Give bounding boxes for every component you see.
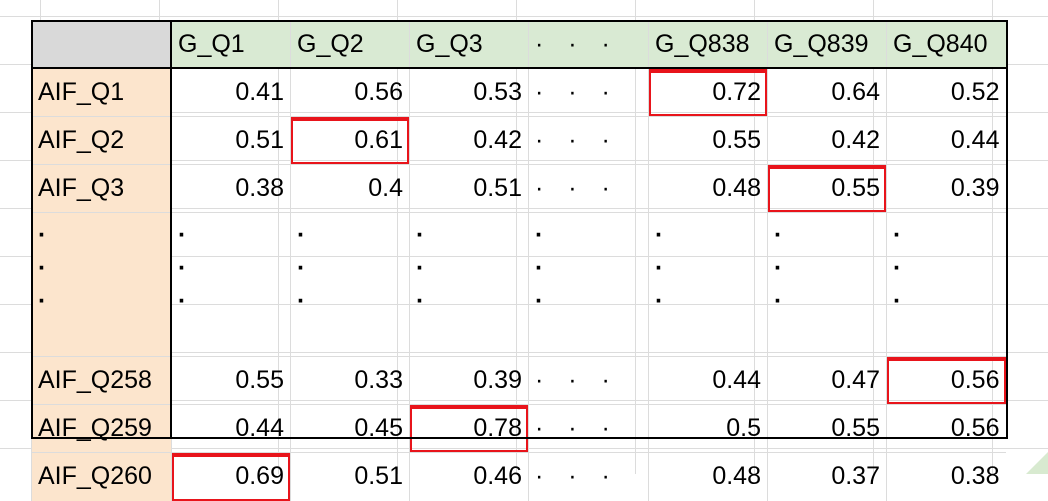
cell-value[interactable]: 0.56: [290, 68, 410, 117]
vertical-ellipsis: · · ·: [648, 212, 768, 357]
ellipsis-cell[interactable]: · · ·: [528, 164, 649, 213]
vertical-ellipsis: · · ·: [290, 212, 410, 357]
ellipsis-cell[interactable]: · · ·: [528, 356, 649, 405]
cell-value[interactable]: 0.37: [767, 452, 887, 501]
column-header-ellipsis[interactable]: · · ·: [528, 20, 649, 69]
highlighted-cell[interactable]: 0.69: [171, 452, 291, 501]
cell-value[interactable]: 0.39: [886, 164, 1006, 213]
cell-value[interactable]: 0.51: [290, 452, 410, 501]
header-divider: [31, 67, 1008, 69]
vertical-ellipsis: · · ·: [409, 212, 529, 357]
column-header-g-q839[interactable]: G_Q839: [767, 20, 887, 69]
ellipsis-row: · · · · · · · · · · · · · · · · · · · · · · · ·: [31, 212, 1006, 357]
cell-value[interactable]: 0.39: [409, 356, 529, 405]
vertical-ellipsis: · · ·: [767, 212, 887, 357]
row-label-divider: [170, 20, 172, 439]
cell-value[interactable]: 0.42: [767, 116, 887, 165]
cell-value[interactable]: 0.55: [171, 356, 291, 405]
cell-value[interactable]: 0.45: [290, 404, 410, 453]
cell-value[interactable]: 0.46: [409, 452, 529, 501]
ellipsis-cell[interactable]: · · ·: [528, 404, 649, 453]
highlighted-cell[interactable]: 0.55: [767, 164, 887, 213]
cell-value[interactable]: 0.33: [290, 356, 410, 405]
row-label[interactable]: AIF_Q258: [31, 356, 172, 405]
column-header-g-q838[interactable]: G_Q838: [648, 20, 768, 69]
column-header-g-q840[interactable]: G_Q840: [886, 20, 1006, 69]
highlighted-cell[interactable]: 0.78: [409, 404, 529, 453]
column-header-g-q3[interactable]: G_Q3: [409, 20, 529, 69]
highlighted-cell[interactable]: 0.72: [648, 68, 768, 117]
cell-value[interactable]: 0.55: [767, 404, 887, 453]
table-row: AIF_Q2 0.51 0.61 0.42 · · · 0.55 0.42 0.…: [31, 116, 1006, 165]
table-row: AIF_Q258 0.55 0.33 0.39 · · · 0.44 0.47 …: [31, 356, 1006, 405]
cell-value[interactable]: 0.52: [886, 68, 1006, 117]
table-row: AIF_Q1 0.41 0.56 0.53 · · · 0.72 0.64 0.…: [31, 68, 1006, 117]
row-label[interactable]: AIF_Q3: [31, 164, 172, 213]
cell-value[interactable]: 0.38: [886, 452, 1006, 501]
cell-value[interactable]: 0.41: [171, 68, 291, 117]
header-row: G_Q1 G_Q2 G_Q3 · · · G_Q838 G_Q839 G_Q84…: [31, 20, 1006, 69]
cell-value[interactable]: 0.64: [767, 68, 887, 117]
cell-value[interactable]: 0.51: [171, 116, 291, 165]
cell-value[interactable]: 0.44: [648, 356, 768, 405]
table-row: AIF_Q259 0.44 0.45 0.78 · · · 0.5 0.55 0…: [31, 404, 1006, 453]
similarity-matrix: G_Q1 G_Q2 G_Q3 · · · G_Q838 G_Q839 G_Q84…: [31, 20, 1006, 501]
cell-value[interactable]: 0.4: [290, 164, 410, 213]
cell-value[interactable]: 0.48: [648, 452, 768, 501]
cell-value[interactable]: 0.48: [648, 164, 768, 213]
cell-value[interactable]: 0.38: [171, 164, 291, 213]
cell-value[interactable]: 0.53: [409, 68, 529, 117]
ellipsis-cell[interactable]: · · ·: [528, 68, 649, 117]
cell-value[interactable]: 0.55: [648, 116, 768, 165]
row-label[interactable]: AIF_Q2: [31, 116, 172, 165]
table-row: AIF_Q3 0.38 0.4 0.51 · · · 0.48 0.55 0.3…: [31, 164, 1006, 213]
vertical-ellipsis: · · ·: [886, 212, 1006, 357]
cell-value[interactable]: 0.51: [409, 164, 529, 213]
row-label[interactable]: AIF_Q259: [31, 404, 172, 453]
row-label[interactable]: AIF_Q1: [31, 68, 172, 117]
vertical-ellipsis: · · ·: [171, 212, 291, 357]
cell-value[interactable]: 0.44: [886, 116, 1006, 165]
cell-value[interactable]: 0.44: [171, 404, 291, 453]
corner-cell[interactable]: [31, 20, 172, 69]
cell-value[interactable]: 0.47: [767, 356, 887, 405]
column-header-g-q2[interactable]: G_Q2: [290, 20, 410, 69]
cell-value[interactable]: 0.56: [886, 404, 1006, 453]
ellipsis-cell[interactable]: · · ·: [528, 116, 649, 165]
table-row: AIF_Q260 0.69 0.51 0.46 · · · 0.48 0.37 …: [31, 452, 1006, 501]
cell-value[interactable]: 0.5: [648, 404, 768, 453]
vertical-ellipsis: · · ·: [528, 212, 649, 357]
highlighted-cell[interactable]: 0.61: [290, 116, 410, 165]
vertical-ellipsis: · · ·: [31, 212, 172, 357]
cell-value[interactable]: 0.42: [409, 116, 529, 165]
highlighted-cell[interactable]: 0.56: [886, 356, 1006, 405]
column-header-g-q1[interactable]: G_Q1: [171, 20, 291, 69]
corner-fragment: [1026, 452, 1048, 474]
ellipsis-cell[interactable]: · · ·: [528, 452, 649, 501]
row-label[interactable]: AIF_Q260: [31, 452, 172, 501]
